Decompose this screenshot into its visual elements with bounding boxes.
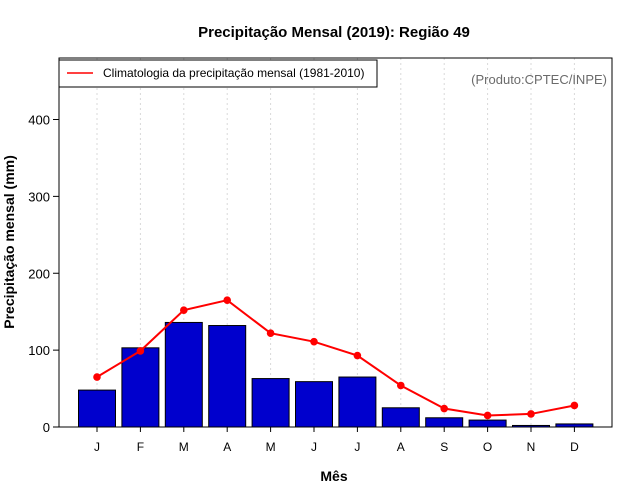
- legend-box: [58, 59, 378, 88]
- x-tick-label: J: [311, 440, 317, 454]
- y-tick-label: 300: [28, 189, 50, 204]
- climatology-point-1: [136, 347, 145, 355]
- bar-2: [164, 321, 203, 428]
- chart-title: Precipitação Mensal (2019): Região 49: [198, 24, 470, 41]
- bar-3: [208, 325, 247, 428]
- grid-lines: [96, 58, 575, 427]
- y-tick-label: 0: [43, 420, 50, 435]
- bar-8: [425, 417, 464, 428]
- bar-6: [338, 376, 377, 428]
- climatology-point-6: [353, 351, 362, 360]
- climatology-point-3: [223, 296, 231, 304]
- bar-9: [468, 419, 507, 428]
- climatology-point-5: [310, 337, 318, 346]
- climatology-point-8: [440, 404, 449, 413]
- x-tick-label: J: [354, 440, 360, 454]
- climatology-point-4: [266, 329, 275, 338]
- x-tick-label: D: [570, 440, 579, 454]
- plot-frame: [58, 57, 613, 428]
- x-tick-label: N: [527, 440, 536, 454]
- x-tick-label: J: [94, 440, 100, 454]
- x-tick-label: F: [137, 440, 144, 454]
- product-credit: (Produto:CPTEC/INPE): [471, 72, 607, 87]
- x-tick-label: O: [483, 440, 492, 454]
- y-tick-label: 400: [28, 113, 50, 128]
- bar-4: [251, 378, 290, 428]
- climatology-point-9: [483, 411, 492, 420]
- climatology-series: [93, 296, 579, 420]
- bar-0: [78, 389, 116, 428]
- climatology-point-11: [570, 401, 579, 410]
- y-tick-label: 100: [28, 343, 50, 358]
- climatology-point-0: [93, 373, 101, 381]
- legend-label: Climatologia da precipitação mensal (198…: [103, 66, 364, 80]
- x-axis-label: Mês: [320, 468, 347, 484]
- bar-series: [78, 321, 594, 428]
- climatology-point-10: [527, 410, 535, 418]
- climatology-line: [96, 299, 575, 417]
- climatology-point-7: [397, 381, 405, 390]
- x-tick-label: M: [266, 440, 276, 454]
- bar-1: [121, 347, 160, 428]
- y-tick-label: 200: [28, 266, 50, 281]
- x-tick-label: S: [440, 440, 448, 454]
- y-axis: 0 100 200 300 400: [28, 113, 59, 435]
- x-tick-label: A: [397, 440, 405, 454]
- x-tick-label: M: [179, 440, 189, 454]
- bar-7: [381, 407, 420, 428]
- climatology-point-2: [180, 306, 188, 314]
- x-tick-label: A: [223, 440, 231, 454]
- legend: Climatologia da precipitação mensal (198…: [58, 59, 378, 88]
- bar-5: [295, 381, 333, 428]
- y-axis-label: Precipitação mensal (mm): [1, 155, 17, 329]
